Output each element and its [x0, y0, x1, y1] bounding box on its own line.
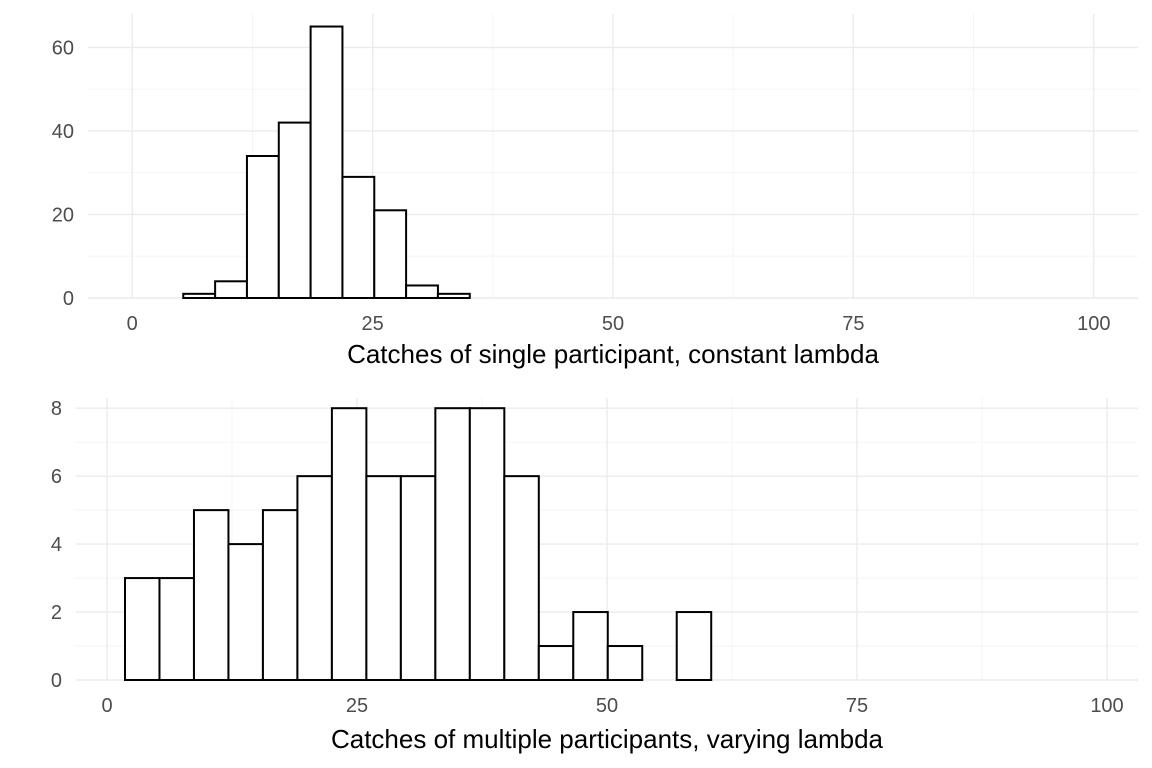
histogram-bar [261, 509, 299, 681]
histogram-bar [503, 475, 540, 682]
histogram-bar [468, 407, 506, 681]
y-tick-label: 0 [51, 670, 62, 692]
histogram-bar [341, 175, 376, 299]
histogram-bar [214, 280, 248, 300]
histogram-bar [227, 543, 264, 681]
y-tick-label: 4 [51, 534, 62, 556]
histogram-bar [182, 292, 217, 299]
histogram-bar [330, 407, 368, 681]
y-tick-label: 0 [63, 288, 74, 310]
x-tick-label: 50 [602, 313, 624, 335]
x-tick-label: 0 [127, 313, 138, 335]
histogram-bar [192, 509, 230, 681]
x-tick-label: 0 [101, 695, 112, 717]
x-tick-label: 75 [846, 695, 868, 717]
x-tick-label: 25 [346, 695, 368, 717]
histogram-panel-single-participant: 0 25 50 75 100 0 20 40 60 Catches of single parti… [52, 14, 1138, 369]
histogram-bar [606, 645, 644, 682]
x-tick-label: 25 [361, 313, 383, 335]
x-tick-label: 100 [1090, 695, 1123, 717]
histogram-bar [434, 407, 471, 681]
x-tick-label: 100 [1077, 313, 1110, 335]
y-tick-label: 60 [52, 37, 74, 59]
histogram-bar [436, 292, 471, 299]
histogram-bar [309, 25, 344, 299]
x-axis-title: Catches of single participant, constant … [347, 339, 879, 369]
y-tick-label: 6 [51, 466, 62, 488]
histogram-bar [399, 475, 437, 682]
x-tick-label: 75 [842, 313, 864, 335]
histogram-bar [373, 209, 408, 299]
histogram-bar [537, 645, 575, 682]
x-axis-title: Catches of multiple participants, varyin… [331, 724, 884, 754]
histogram-bar [405, 284, 439, 299]
histogram-bar [277, 121, 312, 299]
histogram-bar [245, 155, 280, 299]
histogram-bar [158, 577, 195, 681]
y-tick-label: 40 [52, 121, 74, 143]
histogram-bar [124, 577, 161, 681]
x-tick-label: 50 [596, 695, 618, 717]
histogram-bar [296, 475, 333, 682]
histogram-bar [365, 475, 402, 682]
y-tick-label: 2 [51, 602, 62, 624]
histogram-bar [572, 611, 609, 682]
y-tick-label: 20 [52, 204, 74, 226]
histogram-bar [675, 611, 713, 682]
y-tick-label: 8 [51, 398, 62, 420]
histogram-panel-multiple-participants: 0 25 50 75 100 0 2 4 6 8 Catches of multiple parti… [51, 398, 1138, 754]
